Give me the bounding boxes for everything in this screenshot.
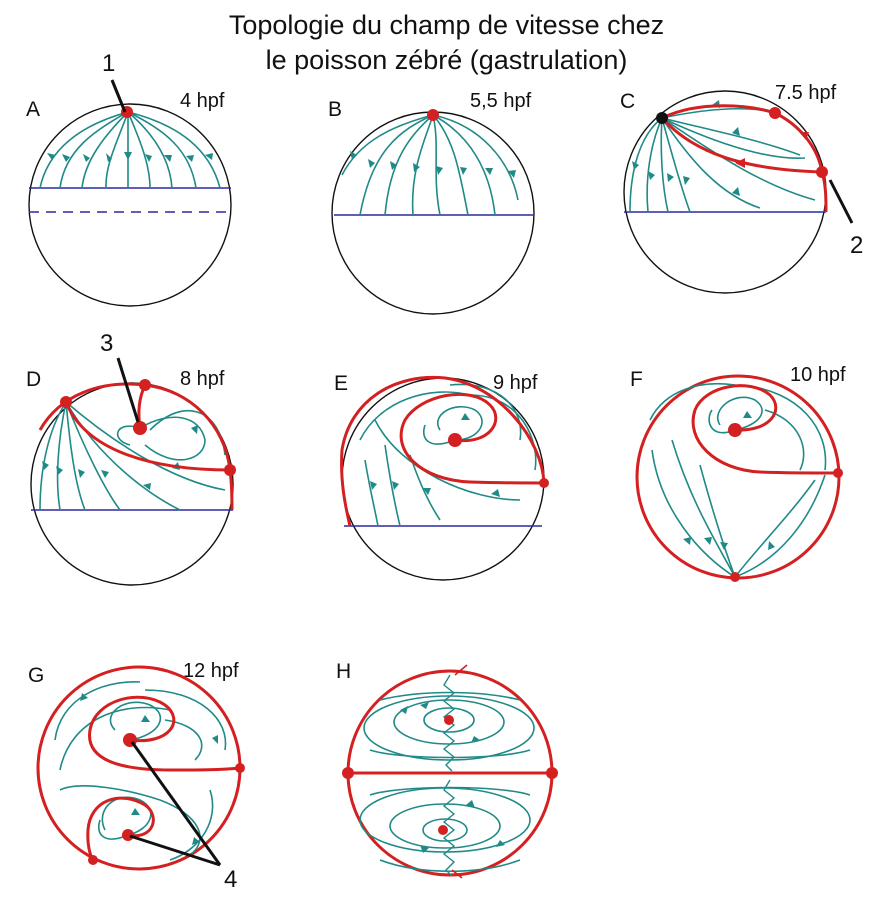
callout-2-pointer: [828, 179, 854, 224]
panel-g-streamlines: [54, 681, 227, 861]
panel-c-arrows: [632, 100, 740, 196]
time-label-b: 5,5 hpf: [470, 90, 532, 112]
callout-4: 4: [224, 866, 238, 893]
panel-g-saddle-right: [235, 763, 245, 773]
panel-d-diagram: [30, 357, 236, 586]
panel-b-diagram: [331, 109, 535, 315]
panel-h-center-lower: [438, 825, 448, 835]
callout-4-pointer-lower: [129, 834, 221, 867]
panel-c-source-point: [656, 112, 668, 124]
panel-c-saddle-right: [816, 166, 828, 178]
panel-g-separatrices: [86, 695, 241, 861]
panel-e-saddle-right: [539, 478, 549, 488]
panel-label-a: A: [26, 98, 41, 121]
time-label-a: 4 hpf: [180, 90, 225, 112]
callout-1-pointer: [110, 79, 127, 113]
panel-b-outline: [331, 111, 535, 315]
figure-title-line1: Topologie du champ de vitesse chez: [228, 10, 665, 40]
panel-h-diagram: [342, 664, 558, 879]
panel-f-arrows: [683, 411, 775, 550]
panel-label-f: F: [630, 368, 643, 391]
panel-a-arrows: [47, 152, 213, 162]
panel-c-saddle-top: [769, 107, 781, 119]
panel-c-diagram: [623, 90, 854, 294]
panel-f-separatrices: [691, 384, 839, 475]
panel-g-arrows: [80, 693, 218, 845]
callout-3-pointer: [116, 357, 140, 423]
panel-h-saddle-right: [546, 767, 558, 779]
panel-e-arrows: [370, 413, 500, 497]
panel-label-b: B: [328, 98, 343, 121]
panel-a-streamlines: [39, 111, 221, 189]
panel-label-c: C: [620, 90, 636, 113]
panel-d-saddle-right: [224, 464, 236, 476]
panel-d-source-point: [60, 396, 72, 408]
panel-h-arrows: [400, 702, 505, 853]
panel-e-sink-point: [448, 433, 462, 447]
panel-f-streamlines: [649, 382, 827, 578]
callout-2: 2: [850, 232, 864, 259]
panel-label-e: E: [334, 372, 349, 395]
panel-h-center-upper: [444, 715, 454, 725]
time-label-f: 10 hpf: [790, 364, 846, 386]
panel-f-sink-point: [728, 423, 742, 437]
time-label-e: 9 hpf: [493, 372, 538, 394]
panel-d-sink-point: [133, 421, 147, 435]
panel-c-outline: [623, 90, 827, 294]
panel-c-red-arrows: [735, 132, 809, 168]
panel-f-outline: [635, 374, 841, 580]
panel-f-saddle-right: [833, 468, 843, 478]
figure-title-line2: le poisson zébré (gastrulation): [265, 45, 628, 75]
time-label-c: 7.5 hpf: [775, 82, 837, 104]
panel-e-diagram: [340, 375, 549, 581]
callout-3: 3: [100, 330, 114, 357]
panel-a-diagram: [28, 79, 232, 307]
panel-d-streamlines: [39, 401, 226, 511]
panel-h-streamlines: [359, 691, 535, 872]
panel-d-arrows: [42, 425, 198, 490]
panel-b-arrows: [350, 151, 516, 178]
panel-b-source-point: [427, 109, 439, 121]
panel-b-streamlines: [341, 114, 519, 216]
callout-1: 1: [102, 50, 116, 77]
time-label-d: 8 hpf: [180, 368, 225, 390]
panel-e-streamlines: [359, 383, 537, 527]
panel-d-saddle-top: [139, 379, 151, 391]
time-label-g: 12 hpf: [183, 660, 239, 682]
panel-g-sink-lower: [122, 829, 134, 841]
panel-c-streamlines: [629, 107, 816, 213]
callout-4-pointer-upper: [130, 741, 222, 866]
panel-h-zigzag: [442, 674, 456, 877]
panel-e-separatrices: [340, 375, 546, 527]
panel-h-saddle-left: [342, 767, 354, 779]
panel-f-diagram: [635, 374, 843, 582]
panel-label-d: D: [26, 368, 42, 391]
panel-f-saddle-bottom: [730, 572, 740, 582]
panel-label-h: H: [336, 660, 352, 683]
panel-h-pole-ticks: [451, 664, 468, 879]
panel-a-outline: [28, 103, 232, 307]
panel-label-g: G: [28, 664, 45, 687]
panel-g-diagram: [36, 665, 245, 871]
panel-g-saddle-bottom: [88, 855, 98, 865]
